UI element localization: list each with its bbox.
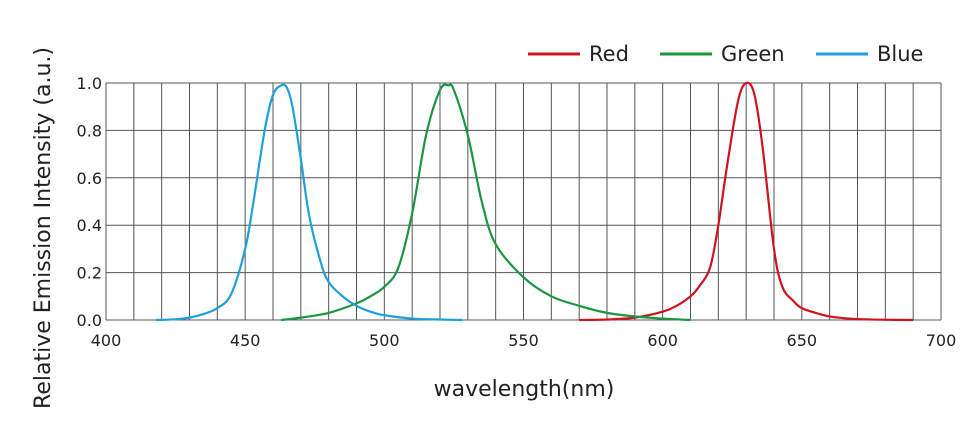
legend-label-blue: Blue [877, 42, 923, 66]
y-tick-label: 0.0 [77, 311, 102, 330]
series-lines [156, 81, 914, 322]
tick-labels: 400 450 500 550 600 650 700 0.0 0.2 0.4 0.6 0.8 1.0 [77, 74, 957, 350]
x-tick-label: 700 [926, 331, 957, 350]
legend-label-green: Green [721, 42, 785, 66]
y-tick-label: 1.0 [77, 74, 102, 93]
grid [105, 82, 942, 321]
y-tick-label: 0.6 [77, 169, 102, 188]
x-tick-label: 400 [91, 331, 122, 350]
series-line-green [281, 83, 691, 322]
y-tick-label: 0.8 [77, 121, 102, 140]
x-axis-title: wavelength(nm) [434, 377, 615, 402]
y-tick-label: 0.4 [77, 216, 102, 235]
x-tick-label: 550 [508, 331, 539, 350]
legend-label-red: Red [589, 42, 629, 66]
series-line-red [579, 81, 914, 322]
x-tick-label: 650 [787, 331, 818, 350]
x-tick-label: 500 [369, 331, 400, 350]
y-axis-title: Relative Emission Intensity (a.u.) [31, 47, 56, 409]
series-line-blue [156, 83, 463, 322]
x-tick-label: 450 [230, 331, 261, 350]
x-tick-label: 600 [647, 331, 678, 350]
y-tick-label: 0.2 [77, 264, 102, 283]
legend: Red Green Blue [528, 42, 923, 66]
